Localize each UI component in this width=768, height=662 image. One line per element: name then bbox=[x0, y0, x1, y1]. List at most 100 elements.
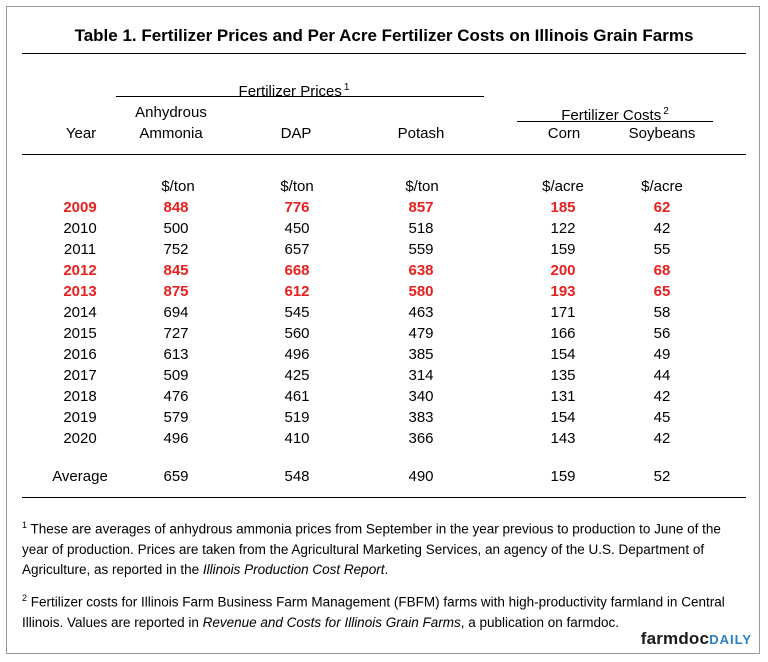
costs-group-rule bbox=[517, 121, 713, 122]
unit-anhydrous: $/ton bbox=[161, 178, 195, 195]
table-cell-dap: 519 bbox=[284, 409, 310, 426]
table-cell-year: 2010 bbox=[63, 220, 97, 237]
table-cell-year: 2015 bbox=[63, 325, 97, 342]
unit-corn: $/acre bbox=[542, 178, 584, 195]
table-cell-anhydrous: 500 bbox=[163, 220, 189, 237]
table-cell-potash: 314 bbox=[408, 367, 434, 384]
table-cell-potash: 518 bbox=[408, 220, 434, 237]
table-cell-corn: 122 bbox=[550, 220, 576, 237]
table-cell-anhydrous: 613 bbox=[163, 346, 189, 363]
table-cell-dap: 776 bbox=[284, 199, 310, 216]
table-cell-soybeans: 45 bbox=[653, 409, 671, 426]
table-cell-anhydrous: 509 bbox=[163, 367, 189, 384]
unit-potash: $/ton bbox=[405, 178, 439, 195]
table-cell-corn: 193 bbox=[550, 283, 576, 300]
title-rule bbox=[22, 53, 746, 54]
unit-dap: $/ton bbox=[280, 178, 314, 195]
table-cell-anhydrous: 875 bbox=[163, 283, 189, 300]
table-cell-dap: 425 bbox=[284, 367, 310, 384]
prices-group-rule bbox=[116, 96, 484, 97]
table-cell-soybeans: 58 bbox=[653, 304, 671, 321]
table-cell-corn: 154 bbox=[550, 346, 576, 363]
table-cell-dap: 461 bbox=[284, 388, 310, 405]
column-header-anhydrous-line2: Ammonia bbox=[139, 125, 203, 142]
table-title: Table 1. Fertilizer Prices and Per Acre … bbox=[74, 26, 694, 45]
table-cell-potash: 340 bbox=[408, 388, 434, 405]
table-cell-potash: 638 bbox=[408, 262, 434, 279]
farmdoc-daily-logo: farmdocDAILY bbox=[640, 629, 752, 648]
table-cell-potash: 559 bbox=[408, 241, 434, 258]
table-cell-year: 2019 bbox=[63, 409, 97, 426]
table-cell-dap: 545 bbox=[284, 304, 310, 321]
table-cell-dap: 612 bbox=[284, 283, 310, 300]
table-cell-soybeans: 44 bbox=[653, 367, 671, 384]
table-frame bbox=[6, 6, 760, 654]
table-cell-anhydrous: 579 bbox=[163, 409, 189, 426]
column-header-potash: Potash bbox=[397, 125, 445, 142]
column-header-corn: Corn bbox=[547, 125, 581, 142]
table-cell-soybeans: 62 bbox=[653, 199, 671, 216]
column-header-anhydrous-line1: Anhydrous bbox=[135, 104, 207, 121]
table-cell-dap: 450 bbox=[284, 220, 310, 237]
average-dap: 548 bbox=[284, 468, 310, 485]
column-header-year: Year bbox=[65, 125, 97, 142]
table-cell-potash: 385 bbox=[408, 346, 434, 363]
table-cell-dap: 668 bbox=[284, 262, 310, 279]
table-cell-corn: 166 bbox=[550, 325, 576, 342]
table-cell-corn: 135 bbox=[550, 367, 576, 384]
table-cell-soybeans: 55 bbox=[653, 241, 671, 258]
table-cell-year: 2016 bbox=[63, 346, 97, 363]
table-cell-dap: 560 bbox=[284, 325, 310, 342]
table-cell-corn: 185 bbox=[550, 199, 576, 216]
table-cell-year: 2014 bbox=[63, 304, 97, 321]
table-cell-soybeans: 42 bbox=[653, 430, 671, 447]
table-cell-anhydrous: 727 bbox=[163, 325, 189, 342]
table-cell-potash: 463 bbox=[408, 304, 434, 321]
table-cell-soybeans: 42 bbox=[653, 220, 671, 237]
table-cell-year: 2018 bbox=[63, 388, 97, 405]
table-cell-anhydrous: 845 bbox=[163, 262, 189, 279]
table-cell-anhydrous: 496 bbox=[163, 430, 189, 447]
table-cell-year: 2017 bbox=[63, 367, 97, 384]
table-cell-year: 2013 bbox=[63, 283, 97, 300]
table-cell-corn: 131 bbox=[550, 388, 576, 405]
table-cell-potash: 366 bbox=[408, 430, 434, 447]
table-cell-anhydrous: 848 bbox=[163, 199, 189, 216]
average-corn: 159 bbox=[550, 468, 576, 485]
costs-group-header: Fertilizer Costs 2 bbox=[561, 106, 669, 124]
column-header-dap: DAP bbox=[280, 125, 312, 142]
table-cell-dap: 657 bbox=[284, 241, 310, 258]
average-soybeans: 52 bbox=[653, 468, 671, 485]
table-cell-potash: 580 bbox=[408, 283, 434, 300]
table-cell-potash: 857 bbox=[408, 199, 434, 216]
average-potash: 490 bbox=[408, 468, 434, 485]
table-cell-soybeans: 49 bbox=[653, 346, 671, 363]
footnote-2: 2 Fertilizer costs for Illinois Farm Bus… bbox=[22, 593, 725, 630]
column-header-soybeans: Soybeans bbox=[628, 125, 696, 142]
table-cell-potash: 479 bbox=[408, 325, 434, 342]
table-cell-year: 2009 bbox=[63, 199, 97, 216]
unit-soybeans: $/acre bbox=[641, 178, 683, 195]
table-cell-year: 2012 bbox=[63, 262, 97, 279]
table-cell-corn: 143 bbox=[550, 430, 576, 447]
header-rule bbox=[22, 154, 746, 155]
table-cell-year: 2020 bbox=[63, 430, 97, 447]
average-label: Average bbox=[52, 468, 108, 485]
table-cell-corn: 200 bbox=[550, 262, 576, 279]
table-cell-anhydrous: 694 bbox=[163, 304, 189, 321]
table-cell-corn: 154 bbox=[550, 409, 576, 426]
table-cell-potash: 383 bbox=[408, 409, 434, 426]
footnote-1: 1 These are averages of anhydrous ammoni… bbox=[22, 520, 721, 577]
bottom-rule bbox=[22, 497, 746, 498]
table-cell-corn: 171 bbox=[550, 304, 576, 321]
table-cell-dap: 410 bbox=[284, 430, 310, 447]
average-anhydrous: 659 bbox=[163, 468, 189, 485]
table-cell-year: 2011 bbox=[63, 241, 97, 258]
table-cell-soybeans: 56 bbox=[653, 325, 671, 342]
table-cell-dap: 496 bbox=[284, 346, 310, 363]
prices-group-header: Fertilizer Prices 1 bbox=[238, 82, 350, 100]
table-cell-soybeans: 65 bbox=[653, 283, 671, 300]
table-cell-anhydrous: 476 bbox=[163, 388, 189, 405]
table-cell-soybeans: 68 bbox=[653, 262, 671, 279]
table-cell-anhydrous: 752 bbox=[163, 241, 189, 258]
